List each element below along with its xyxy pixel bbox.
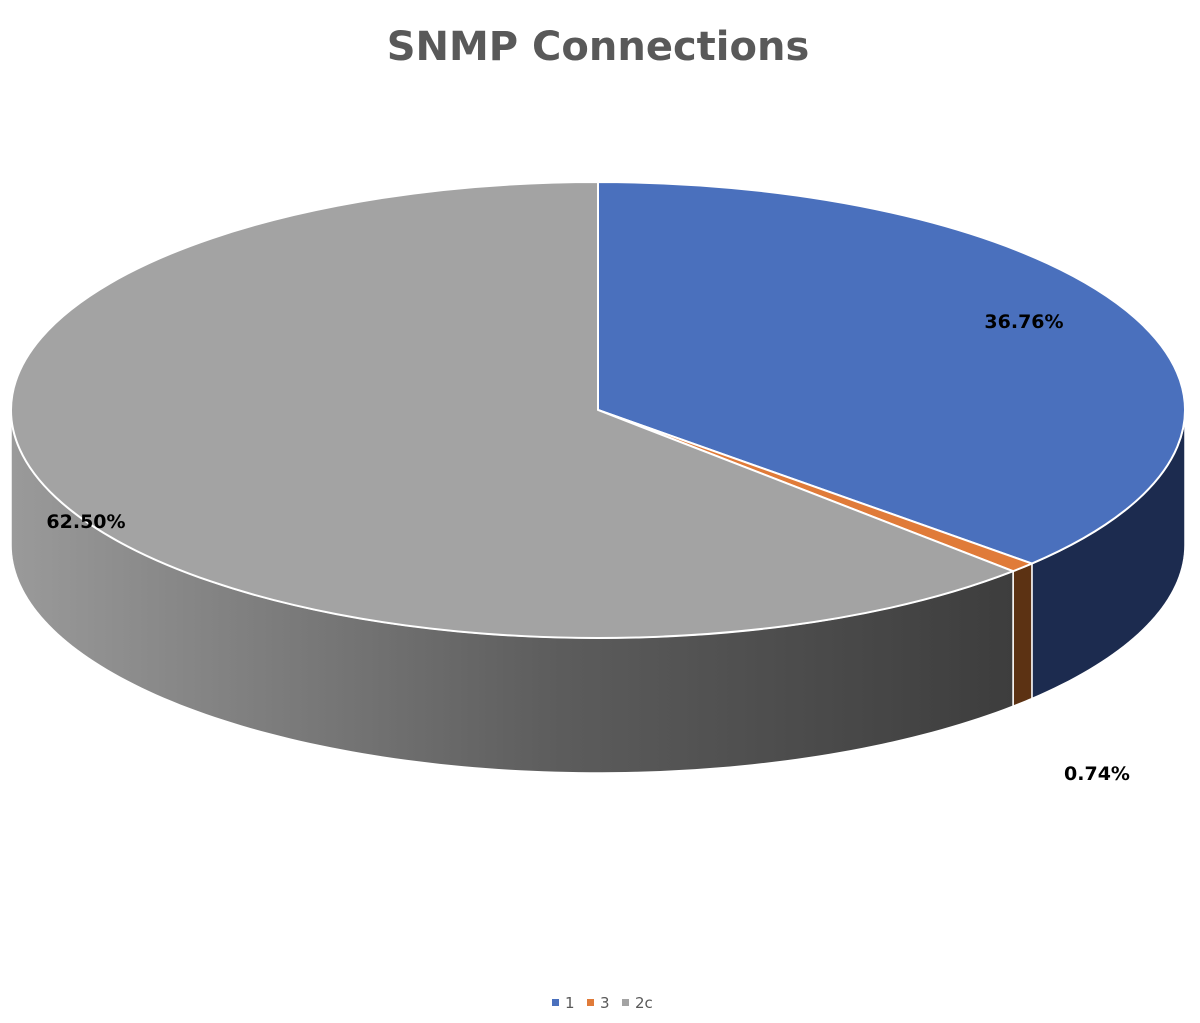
pie-labels: 36.76% 0.74% 62.50%: [46, 311, 1130, 785]
pie-slice-1: [597, 181, 1186, 565]
legend-label-2c: 2c: [635, 994, 653, 1012]
pie-side-3: [1012, 562, 1033, 708]
pie-tops: [9, 181, 1186, 639]
legend-swatch-2c: [622, 999, 629, 1006]
legend-swatch-1: [552, 999, 559, 1006]
chart-title: SNMP Connections: [387, 24, 810, 70]
data-label-3: 0.74%: [1064, 763, 1130, 785]
pie-slice-2c: [9, 181, 1015, 639]
legend-swatch-3: [587, 999, 594, 1006]
legend: 1 3 2c: [552, 994, 653, 1012]
data-label-1: 36.76%: [984, 311, 1063, 333]
legend-label-1: 1: [565, 994, 575, 1012]
legend-label-3: 3: [600, 994, 610, 1012]
data-label-2c: 62.50%: [46, 511, 125, 533]
